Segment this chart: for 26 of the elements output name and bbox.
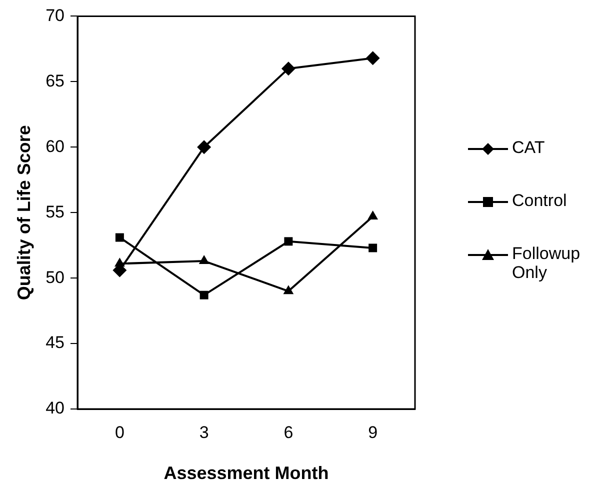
- x-tick-label: 9: [368, 422, 378, 442]
- x-tick-label: 6: [284, 422, 294, 442]
- y-tick-label: 40: [46, 398, 65, 418]
- point: [368, 244, 378, 252]
- y-axis-title: Quality of Life Score: [14, 125, 34, 300]
- legend-label: Control: [512, 191, 567, 210]
- point: [281, 62, 296, 76]
- point: [115, 233, 124, 242]
- point: [284, 237, 293, 246]
- point: [283, 285, 294, 294]
- y-tick-label: 55: [46, 202, 65, 222]
- point: [198, 255, 210, 264]
- point: [200, 290, 208, 300]
- y-tick-label: 50: [46, 268, 65, 287]
- legend-label: CAT: [512, 138, 545, 157]
- point: [368, 210, 378, 220]
- legend-label: Followup Only: [512, 244, 582, 282]
- x-tick-label: 0: [114, 422, 124, 442]
- y-tick-label: 65: [46, 71, 65, 90]
- y-tick-label: 70: [46, 6, 65, 25]
- y-tick-label: 45: [46, 333, 65, 352]
- point: [197, 140, 212, 154]
- x-axis-title: Assessment Month: [164, 463, 329, 484]
- x-tick-label: 3: [199, 422, 209, 442]
- y-tick-label: 60: [46, 136, 65, 156]
- point: [366, 51, 380, 66]
